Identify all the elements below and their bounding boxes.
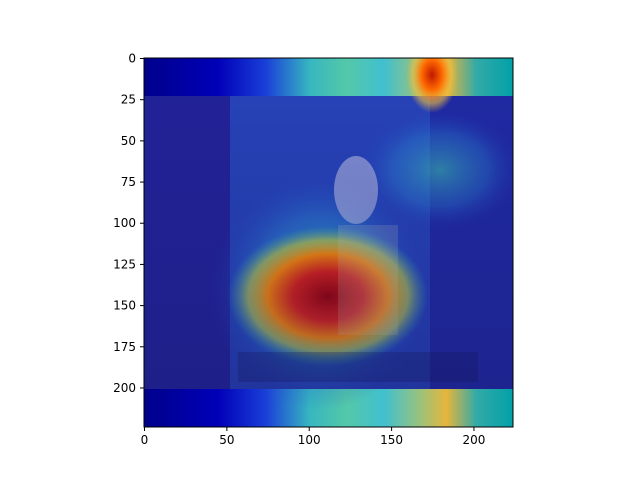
y-tick-label: 50 <box>121 134 136 148</box>
x-tick-label: 150 <box>380 433 403 447</box>
y-tick-label: 75 <box>121 175 136 189</box>
y-tick-label: 125 <box>113 257 136 271</box>
y-axis: 0 25 50 75 100 125 150 175 200 <box>113 52 144 395</box>
y-tick-label: 100 <box>113 216 136 230</box>
y-tick-label: 175 <box>113 340 136 354</box>
x-tick-label: 200 <box>463 433 486 447</box>
x-tick-label: 50 <box>219 433 234 447</box>
plot-frame <box>143 57 514 428</box>
heatmap-image <box>144 58 513 427</box>
y-tick-label: 200 <box>113 381 136 395</box>
y-tick-label: 25 <box>121 93 136 107</box>
x-tick-label: 100 <box>298 433 321 447</box>
x-tick-label: 0 <box>141 433 149 447</box>
x-axis: 0 50 100 150 200 <box>141 427 486 447</box>
y-tick-label: 150 <box>113 299 136 313</box>
y-tick-label: 0 <box>128 52 136 66</box>
